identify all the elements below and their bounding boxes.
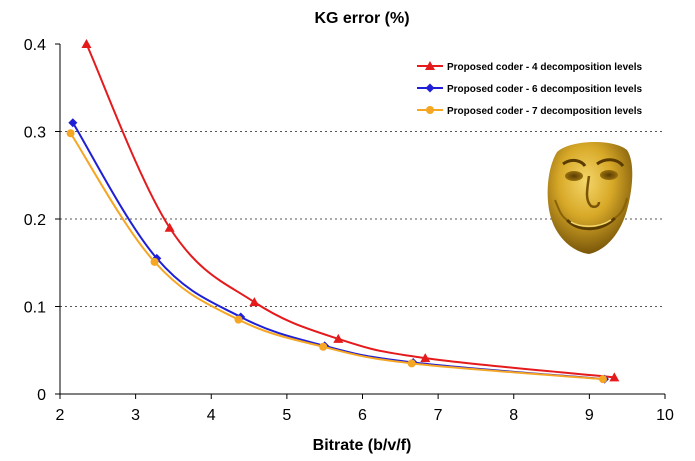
- data-point-3-6: [598, 375, 607, 384]
- face-mask-icon: [547, 141, 633, 254]
- legend-label-3: Proposed coder - 7 decomposition levels: [447, 106, 642, 117]
- data-point-3-1: [66, 129, 75, 138]
- series-2: [68, 118, 609, 384]
- y-tick-label-4: 0.4: [24, 37, 46, 54]
- data-point-3-5: [407, 359, 416, 368]
- x-tick-label-2: 4: [207, 407, 216, 424]
- x-tick-label-1: 3: [131, 407, 140, 424]
- legend-marker-2: [425, 83, 435, 93]
- series-3: [66, 129, 607, 384]
- data-point-1-3: [249, 297, 260, 307]
- data-point-1-1: [81, 39, 92, 48]
- x-tick-label-5: 7: [434, 407, 443, 424]
- legend: Proposed coder - 4 decomposition levels P…: [417, 61, 642, 117]
- legend-entry-3: Proposed coder - 7 decomposition levels: [417, 106, 642, 117]
- grid: [60, 131, 665, 307]
- data-point-1-6: [609, 372, 620, 382]
- x-tick-label-7: 9: [585, 407, 594, 424]
- legend-label-2: Proposed coder - 6 decomposition levels: [447, 84, 642, 95]
- legend-marker-1: [425, 61, 435, 70]
- data-point-3-2: [150, 257, 159, 266]
- x-tick-label-4: 6: [358, 407, 367, 424]
- tick-labels: 0 0.1 0.2 0.3 0.4 2 3 4 5 6 7 8 9 10: [24, 37, 674, 424]
- data-point-1-4: [333, 333, 344, 343]
- chart-title: KG error (%): [314, 10, 409, 27]
- x-axis-label: Bitrate (b/v/f): [313, 437, 412, 454]
- y-tick-label-0: 0: [37, 387, 46, 404]
- data-point-2-1: [68, 118, 78, 128]
- series-line-1: [85, 43, 615, 379]
- y-tick-label-2: 0.2: [24, 212, 46, 229]
- x-tick-label-6: 8: [509, 407, 518, 424]
- legend-entry-2: Proposed coder - 6 decomposition levels: [417, 83, 642, 95]
- data-point-1-5: [420, 353, 431, 363]
- x-tick-label-8: 10: [656, 407, 674, 424]
- series-1: [81, 39, 620, 382]
- x-tick-label-3: 5: [282, 407, 291, 424]
- y-tick-label-1: 0.1: [24, 300, 46, 317]
- legend-marker-3: [426, 106, 434, 114]
- series-line-3: [69, 132, 604, 381]
- data-point-3-4: [319, 342, 328, 351]
- x-tick-label-0: 2: [56, 407, 65, 424]
- axes: [55, 43, 666, 399]
- legend-label-1: Proposed coder - 4 decomposition levels: [447, 62, 642, 73]
- series: [66, 39, 620, 384]
- legend-entry-1: Proposed coder - 4 decomposition levels: [417, 61, 642, 73]
- data-point-1-2: [164, 222, 175, 232]
- data-point-3-3: [234, 315, 243, 324]
- y-tick-label-3: 0.3: [24, 125, 46, 142]
